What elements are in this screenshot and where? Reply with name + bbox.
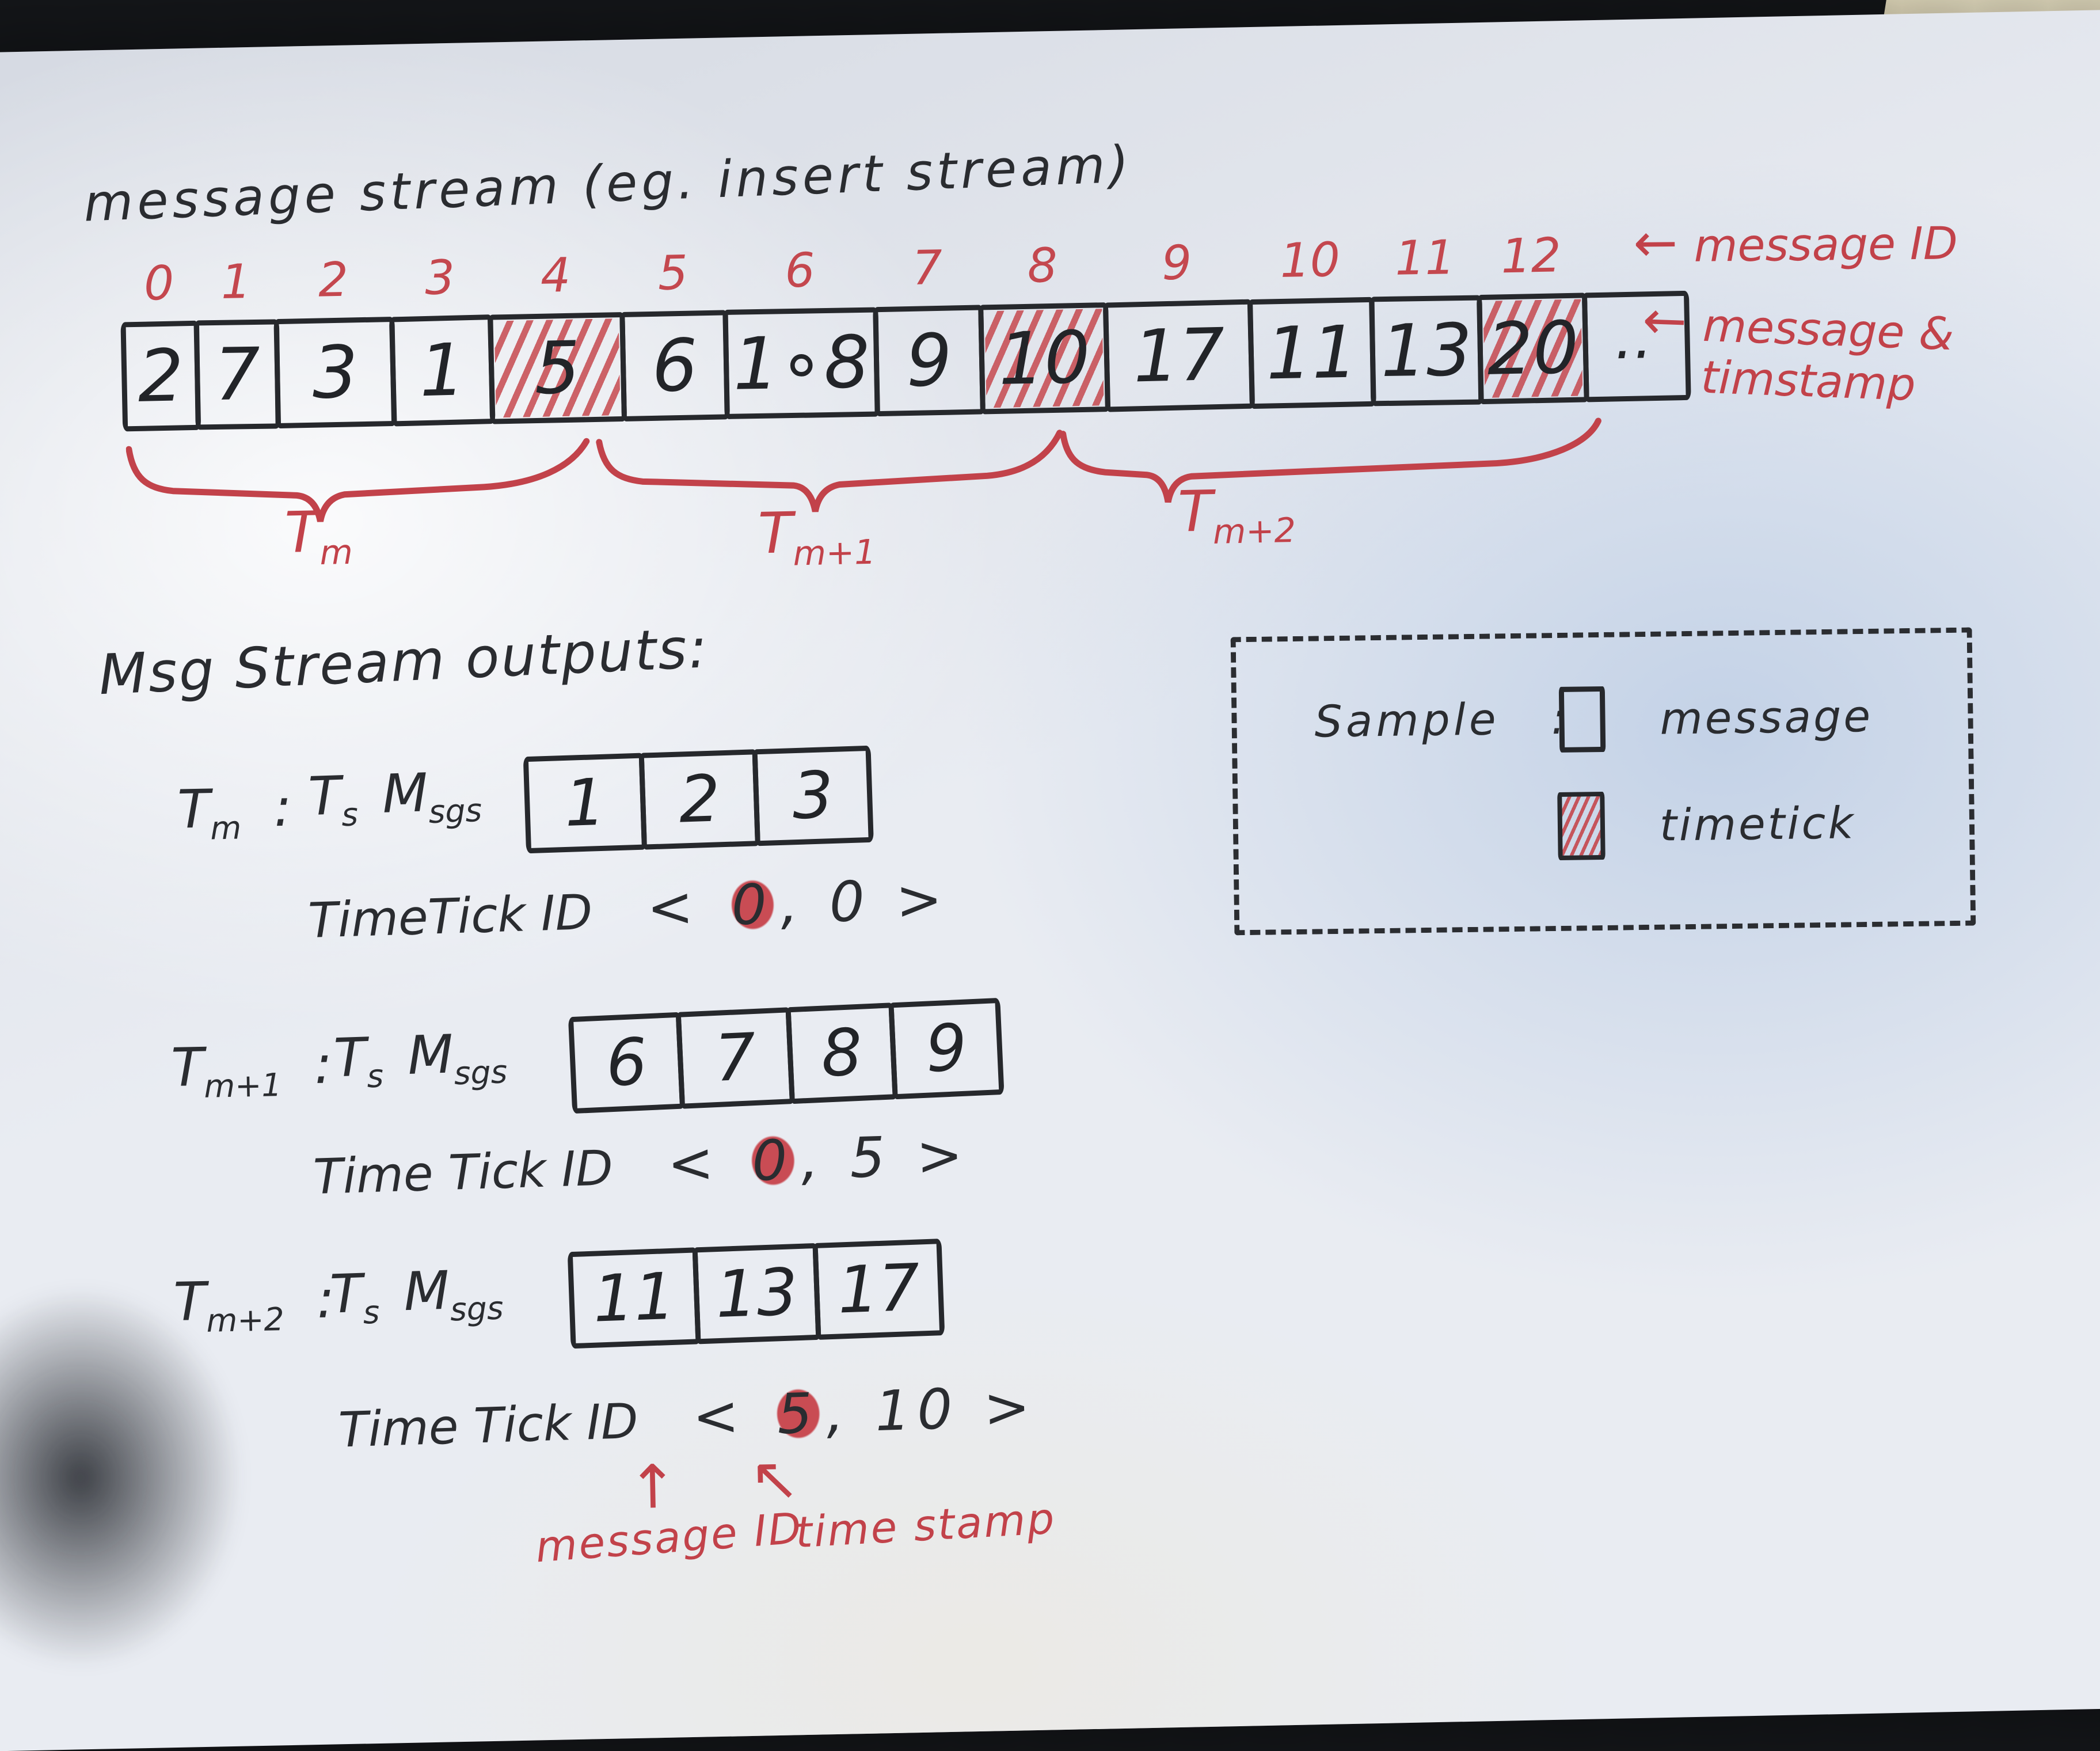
message-id-value: 0 xyxy=(724,872,781,938)
annotation-text: message ID xyxy=(1694,218,1958,272)
ts-msgs-label: Ts Msgs xyxy=(333,1021,508,1096)
stream-cell-value: 1∘8 xyxy=(732,320,870,406)
msg-box-cell: 3 xyxy=(752,746,874,846)
stream-cell-value: 9 xyxy=(906,318,953,403)
msg-box-cell: 9 xyxy=(888,998,1004,1099)
timetick-tuple: < 0, 0 > xyxy=(646,867,950,940)
annotation-message-id: ← message ID xyxy=(1633,218,1958,272)
stream-cell: 3 1 xyxy=(389,314,496,426)
tm2-timetick-line: Time Tick ID < 5, 10 > xyxy=(337,1374,1038,1460)
timetick-id-label: Time Tick ID xyxy=(338,1393,639,1458)
timetick-swatch-icon xyxy=(1557,792,1606,860)
output-row-tm-label: Tm : xyxy=(177,777,292,848)
brace-tm xyxy=(129,440,588,525)
stream-cell: 10 11 xyxy=(1247,297,1376,409)
stream-cell-value: 17 xyxy=(1132,313,1226,398)
legend-item-message: message xyxy=(1559,683,1873,753)
stream-cell: 7 9 xyxy=(873,305,986,416)
timestamp-value: 0 xyxy=(828,869,872,935)
stream-cell-value: 2 xyxy=(137,334,184,419)
msg-box-cell: 7 xyxy=(676,1007,795,1109)
stream-cell-value: 3 xyxy=(311,331,359,415)
stream-cell: 9 17 xyxy=(1103,299,1255,412)
stream-cell: 2 3 xyxy=(273,317,397,428)
stream-cell-timetick: 4 5 xyxy=(488,312,627,424)
output-row-tm1-label: Tm+1 : xyxy=(170,1034,333,1106)
legend-item-label: message xyxy=(1660,690,1873,744)
message-id-value: 0 xyxy=(744,1127,802,1194)
stream-index-label: 11 xyxy=(1395,230,1456,286)
stream-cell-value: 1 xyxy=(419,328,466,413)
stream-cell: 0 2 xyxy=(120,321,201,432)
stream-cell-value: 13 xyxy=(1380,308,1473,393)
window-label-tm: Tm xyxy=(284,499,353,573)
ts-msgs-label: Ts Msgs xyxy=(307,760,482,835)
stream-index-label: 8 xyxy=(1027,238,1058,294)
stream-index-label: 10 xyxy=(1280,233,1341,288)
tm-timetick-line: TimeTick ID < 0, 0 > xyxy=(307,867,950,951)
sample-legend-box: Sample : message timetick xyxy=(1231,628,1976,936)
stream-index-label: 12 xyxy=(1501,228,1562,284)
tm-msgs-box: 1 2 3 xyxy=(523,746,874,853)
stream-cell: 5 6 xyxy=(619,310,730,421)
stream-cell-value: 5 xyxy=(534,326,581,411)
left-arrow-icon: ← xyxy=(1633,221,1678,266)
annotation-text: message & timstamp xyxy=(1700,300,2100,418)
pointer-label-message-id: message ID xyxy=(534,1503,805,1572)
stream-cell: 1 7 xyxy=(194,319,281,430)
stream-cell-timetick: 8 10 xyxy=(978,302,1110,414)
stream-index-label: 3 xyxy=(424,250,456,306)
annotation-message-timestamp: ← message & timstamp xyxy=(1639,298,2100,418)
output-row-tm2-label: Tm+2 : xyxy=(173,1268,336,1340)
stream-index-label: 9 xyxy=(1161,236,1192,291)
timetick-id-label: TimeTick ID xyxy=(307,884,594,949)
legend-item-label: timetick xyxy=(1659,797,1856,850)
stream-cell-value: 6 xyxy=(651,324,698,408)
legend-item-timetick: timetick xyxy=(1557,788,1856,860)
message-id-value: 5 xyxy=(769,1381,827,1447)
msg-box-cell: 1 xyxy=(523,753,647,854)
paper-sheet: message stream (eg. insert stream) 0 2 1… xyxy=(0,9,2100,1751)
tm2-msgs-box: 11 13 17 xyxy=(568,1239,945,1349)
msg-box-cell: 8 xyxy=(786,1002,898,1104)
stream-cell-value: 11 xyxy=(1265,310,1359,396)
message-stream-table: 0 2 1 7 2 3 3 1 4 5 5 6 6 1∘8 7 9 xyxy=(120,291,1691,432)
stream-index-label: 7 xyxy=(912,241,943,296)
pointer-label-timestamp: time stamp xyxy=(794,1494,1057,1558)
window-label-tm-plus-1: Tm+1 xyxy=(758,499,876,573)
timetick-tuple: < 0, 5 > xyxy=(667,1122,971,1196)
msg-box-cell: 17 xyxy=(812,1239,945,1340)
up-arrow-icon: ↑ xyxy=(627,1451,679,1522)
message-swatch-icon xyxy=(1559,686,1606,753)
page-title: message stream (eg. insert stream) xyxy=(82,134,1133,233)
tm1-timetick-line: Time Tick ID < 0, 5 > xyxy=(313,1122,971,1207)
stream-index-label: 0 xyxy=(143,256,174,312)
legend-title: Sample : xyxy=(1314,693,1570,747)
stream-index-label: 5 xyxy=(657,246,688,301)
window-label-tm-plus-2: Tm+2 xyxy=(1177,477,1296,552)
stream-index-label: 6 xyxy=(785,243,816,298)
brace-tm-plus-2 xyxy=(1063,421,1600,504)
timetick-id-label: Time Tick ID xyxy=(313,1140,614,1205)
msg-box-cell: 13 xyxy=(693,1243,821,1344)
stream-cell-value: 7 xyxy=(214,332,261,416)
stream-index-label: 1 xyxy=(220,255,252,310)
stream-index-label: 4 xyxy=(540,248,571,303)
msg-box-cell: 11 xyxy=(568,1247,701,1349)
msg-box-cell: 6 xyxy=(568,1012,685,1114)
stream-cell-value: 20 xyxy=(1486,306,1580,391)
stream-index-label: 2 xyxy=(318,253,349,308)
stream-cell: 6 1∘8 xyxy=(723,307,880,419)
stream-cell-value: ‥ xyxy=(1614,303,1660,389)
timestamp-value: 5 xyxy=(849,1125,893,1190)
msg-box-cell: 2 xyxy=(639,749,760,850)
stream-cell: 11 13 xyxy=(1369,295,1483,407)
outputs-heading: Msg Stream outputs: xyxy=(97,616,710,707)
timetick-tuple: < 5, 10 > xyxy=(692,1374,1038,1449)
timestamp-value: 10 xyxy=(874,1377,961,1444)
stream-cell-timetick: 12 20 xyxy=(1477,293,1589,404)
stream-cell-value: 10 xyxy=(998,316,1091,401)
ts-msgs-label: Ts Msgs xyxy=(329,1258,504,1332)
tm1-msgs-box: 6 7 8 9 xyxy=(568,998,1005,1114)
